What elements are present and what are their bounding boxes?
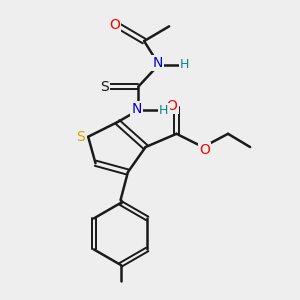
- Text: O: O: [167, 99, 178, 113]
- Text: N: N: [152, 56, 163, 70]
- Text: S: S: [76, 130, 85, 144]
- Text: S: S: [100, 80, 109, 94]
- Text: O: O: [199, 143, 210, 157]
- Text: H: H: [180, 58, 189, 71]
- Text: O: O: [109, 18, 120, 32]
- Text: N: N: [132, 102, 142, 116]
- Text: H: H: [159, 104, 169, 117]
